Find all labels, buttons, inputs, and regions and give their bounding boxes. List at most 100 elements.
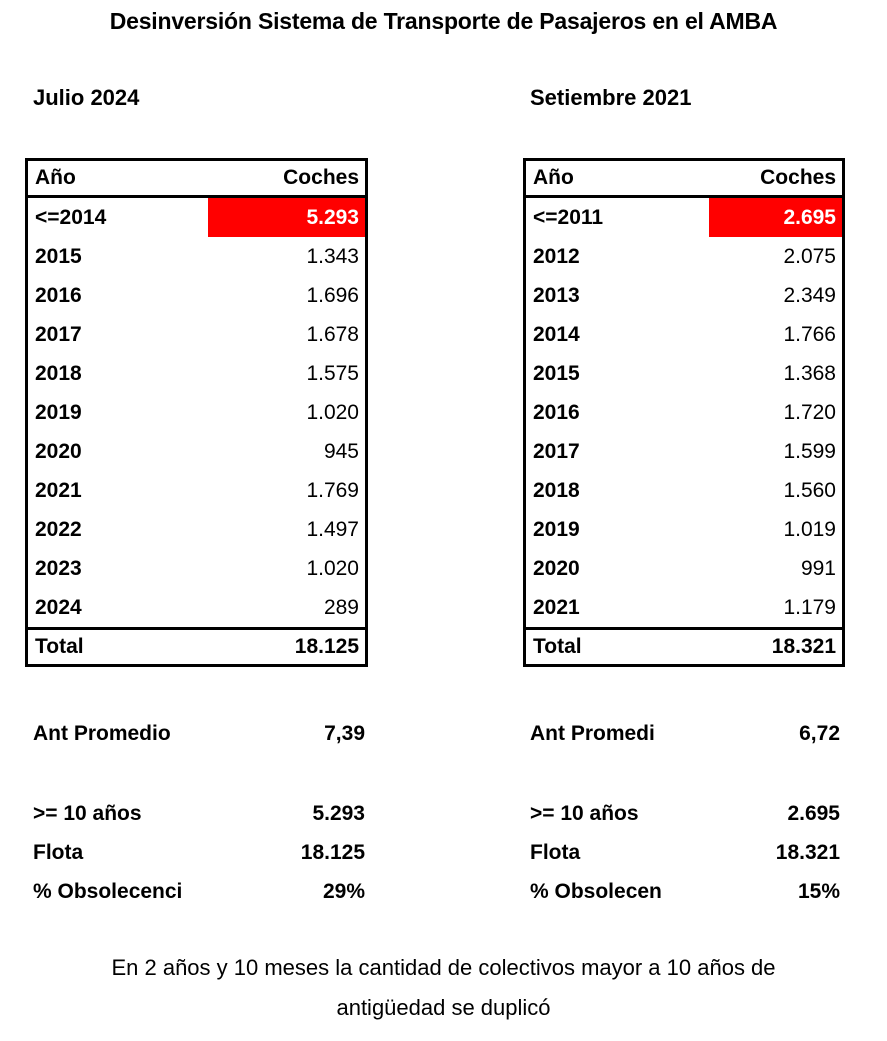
table-row: 2021 1.179 xyxy=(526,588,842,627)
footer-note-line-2: antigüedad se duplicó xyxy=(336,995,551,1020)
summary-flota-left: Flota 18.125 xyxy=(33,838,365,868)
year-cell: <=2014 xyxy=(35,205,107,229)
summary-label: >= 10 años xyxy=(33,802,142,825)
coches-cell: 1.179 xyxy=(783,595,836,619)
table-total-row: Total 18.125 xyxy=(28,627,365,664)
coches-cell: 945 xyxy=(323,439,359,463)
table-header-row: Año Coches xyxy=(526,161,842,198)
table-julio-2024: Año Coches <=2014 5.293 2015 1.343 2016 … xyxy=(25,158,368,667)
coches-cell: 1.019 xyxy=(783,517,836,541)
table-row: <=2014 5.293 xyxy=(28,198,365,237)
total-value: 18.125 xyxy=(294,635,359,658)
coches-cell: 1.575 xyxy=(306,361,359,385)
table-row: 2023 1.020 xyxy=(28,549,365,588)
table-row: 2019 1.019 xyxy=(526,510,842,549)
table-setiembre-2021: Año Coches <=2011 2.695 2012 2.075 2013 … xyxy=(523,158,845,667)
coches-cell: 289 xyxy=(323,595,359,619)
year-cell: 2024 xyxy=(35,595,82,619)
summary-value: 6,72 xyxy=(799,722,840,745)
year-cell: 2018 xyxy=(533,478,580,502)
table-row: 2015 1.368 xyxy=(526,354,842,393)
summary-ant-promedio-right: Ant Promedi 6,72 xyxy=(530,719,840,749)
year-cell: 2016 xyxy=(35,283,82,307)
footer-note: En 2 años y 10 meses la cantidad de cole… xyxy=(25,948,862,1028)
table-row: 2015 1.343 xyxy=(28,237,365,276)
summary-label: % Obsolecen xyxy=(530,880,662,903)
table-row: 2021 1.769 xyxy=(28,471,365,510)
total-label: Total xyxy=(35,635,84,658)
table-total-row: Total 18.321 xyxy=(526,627,842,664)
summary-value: 15% xyxy=(797,880,840,903)
summary-flota-right: Flota 18.321 xyxy=(530,838,840,868)
year-cell: 2019 xyxy=(35,400,82,424)
year-cell: 2020 xyxy=(533,556,580,580)
summary-value: 29% xyxy=(322,880,365,903)
summary-label: % Obsolecenci xyxy=(33,880,183,903)
year-cell: 2019 xyxy=(533,517,580,541)
coches-cell: 2.075 xyxy=(783,244,836,268)
coches-cell: 1.560 xyxy=(783,478,836,502)
coches-cell: 1.766 xyxy=(783,322,836,346)
coches-cell: 1.678 xyxy=(306,322,359,346)
coches-cell-highlighted: 2.695 xyxy=(709,198,842,237)
year-cell: 2018 xyxy=(35,361,82,385)
year-cell: 2013 xyxy=(533,283,580,307)
coches-cell: 1.368 xyxy=(783,361,836,385)
coches-cell: 1.020 xyxy=(306,400,359,424)
table-row: 2016 1.720 xyxy=(526,393,842,432)
summary-value: 7,39 xyxy=(324,722,365,745)
footer-note-line-1: En 2 años y 10 meses la cantidad de cole… xyxy=(111,955,776,980)
summary-label: >= 10 años xyxy=(530,802,639,825)
year-cell: 2012 xyxy=(533,244,580,268)
column-header-coches: Coches xyxy=(760,166,836,189)
table-row: 2013 2.349 xyxy=(526,276,842,315)
column-header-coches: Coches xyxy=(283,166,359,189)
year-cell: 2022 xyxy=(35,517,82,541)
year-cell: 2016 xyxy=(533,400,580,424)
table-header-row: Año Coches xyxy=(28,161,365,198)
coches-cell: 1.769 xyxy=(306,478,359,502)
table-row: 2017 1.599 xyxy=(526,432,842,471)
coches-cell: 2.349 xyxy=(783,283,836,307)
table-row: 2019 1.020 xyxy=(28,393,365,432)
year-cell: <=2011 xyxy=(533,205,604,229)
coches-cell: 1.599 xyxy=(783,439,836,463)
year-cell: 2017 xyxy=(35,322,82,346)
year-cell: 2023 xyxy=(35,556,82,580)
table-row: 2018 1.560 xyxy=(526,471,842,510)
summary-mayor-10-anos-right: >= 10 años 2.695 xyxy=(530,799,840,829)
summary-value: 18.125 xyxy=(300,841,365,864)
summary-ant-promedio-left: Ant Promedio 7,39 xyxy=(33,719,365,749)
heading-julio-2024: Julio 2024 xyxy=(33,85,140,110)
table-row: 2018 1.575 xyxy=(28,354,365,393)
table-row: 2017 1.678 xyxy=(28,315,365,354)
table-row: 2012 2.075 xyxy=(526,237,842,276)
year-cell: 2015 xyxy=(35,244,82,268)
summary-label: Ant Promedio xyxy=(33,722,171,745)
summary-mayor-10-anos-left: >= 10 años 5.293 xyxy=(33,799,365,829)
column-header-ano: Año xyxy=(35,166,76,189)
summary-value: 18.321 xyxy=(775,841,840,864)
table-row: 2020 945 xyxy=(28,432,365,471)
summary-label: Flota xyxy=(33,841,84,864)
summary-label: Flota xyxy=(530,841,581,864)
coches-cell: 1.696 xyxy=(306,283,359,307)
table-row: <=2011 2.695 xyxy=(526,198,842,237)
summary-obsolescencia-left: % Obsolecenci 29% xyxy=(33,877,365,907)
total-label: Total xyxy=(533,635,582,658)
summary-obsolescencia-right: % Obsolecen 15% xyxy=(530,877,840,907)
year-cell: 2014 xyxy=(533,322,580,346)
coches-cell: 1.020 xyxy=(306,556,359,580)
summary-value: 2.695 xyxy=(787,802,840,825)
year-cell: 2021 xyxy=(35,478,82,502)
summary-value: 5.293 xyxy=(312,802,365,825)
coches-cell: 1.720 xyxy=(783,400,836,424)
coches-cell-highlighted: 5.293 xyxy=(208,198,365,237)
year-cell: 2015 xyxy=(533,361,580,385)
total-value: 18.321 xyxy=(771,635,836,658)
table-row: 2014 1.766 xyxy=(526,315,842,354)
table-row: 2022 1.497 xyxy=(28,510,365,549)
table-row: 2024 289 xyxy=(28,588,365,627)
year-cell: 2017 xyxy=(533,439,580,463)
